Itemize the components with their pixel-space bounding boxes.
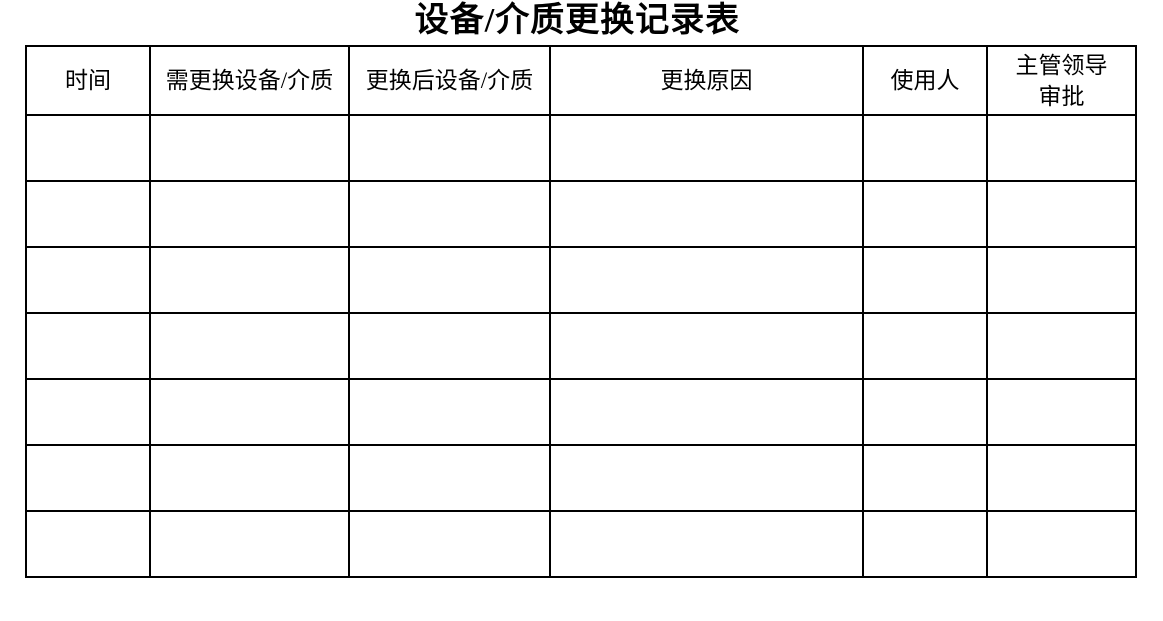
header-cell-supervisor-approval: 主管领导审批 — [986, 45, 1137, 116]
header-cell-device-to-replace: 需更换设备/介质 — [149, 45, 350, 116]
table-cell[interactable] — [348, 444, 551, 512]
header-cell-device-after-replace: 更换后设备/介质 — [348, 45, 551, 116]
table-cell[interactable] — [149, 180, 350, 248]
table-cell[interactable] — [149, 378, 350, 446]
page-title: 设备/介质更换记录表 — [414, 2, 741, 39]
table-cell[interactable] — [862, 114, 988, 182]
table-cell[interactable] — [348, 114, 551, 182]
table-cell[interactable] — [549, 114, 864, 182]
table-cell[interactable] — [348, 312, 551, 380]
table-row — [25, 246, 1137, 314]
table-row — [25, 180, 1137, 248]
table-cell[interactable] — [25, 444, 151, 512]
table-cell[interactable] — [549, 246, 864, 314]
table-cell[interactable] — [149, 444, 350, 512]
table-cell[interactable] — [862, 312, 988, 380]
table-cell[interactable] — [348, 378, 551, 446]
table-cell[interactable] — [549, 312, 864, 380]
header-cell-reason: 更换原因 — [549, 45, 864, 116]
table-cell[interactable] — [986, 246, 1137, 314]
table-cell[interactable] — [149, 312, 350, 380]
table-cell[interactable] — [862, 378, 988, 446]
table-cell[interactable] — [25, 378, 151, 446]
table-cell[interactable] — [348, 180, 551, 248]
header-label-reason: 更换原因 — [660, 68, 753, 93]
header-cell-time: 时间 — [25, 45, 151, 116]
table-cell[interactable] — [149, 510, 350, 578]
table-cell[interactable] — [862, 180, 988, 248]
table-cell[interactable] — [862, 246, 988, 314]
table-cell[interactable] — [862, 510, 988, 578]
record-table: 时间 需更换设备/介质 更换后设备/介质 更换原因 使用人 主管领导审批 — [25, 45, 1137, 578]
table-cell[interactable] — [986, 510, 1137, 578]
table-row — [25, 312, 1137, 380]
header-label-device-after-replace: 更换后设备/介质 — [365, 68, 534, 93]
table-cell[interactable] — [986, 378, 1137, 446]
header-cell-user: 使用人 — [862, 45, 988, 116]
header-row: 时间 需更换设备/介质 更换后设备/介质 更换原因 使用人 主管领导审批 — [25, 45, 1137, 116]
table-cell[interactable] — [25, 510, 151, 578]
header-label-supervisor-approval: 主管领导审批 — [1015, 52, 1108, 109]
table-cell[interactable] — [348, 510, 551, 578]
table-cell[interactable] — [149, 114, 350, 182]
header-label-user: 使用人 — [890, 68, 960, 93]
table-cell[interactable] — [986, 180, 1137, 248]
table-cell[interactable] — [986, 444, 1137, 512]
table-cell[interactable] — [348, 246, 551, 314]
header-label-device-to-replace: 需更换设备/介质 — [165, 68, 334, 93]
table-cell[interactable] — [25, 114, 151, 182]
table-cell[interactable] — [25, 246, 151, 314]
table-row — [25, 444, 1137, 512]
table-cell[interactable] — [549, 444, 864, 512]
table-cell[interactable] — [149, 246, 350, 314]
table-cell[interactable] — [986, 114, 1137, 182]
table-cell[interactable] — [549, 510, 864, 578]
table-row — [25, 510, 1137, 578]
table-row — [25, 114, 1137, 182]
table-cell[interactable] — [549, 378, 864, 446]
table-cell[interactable] — [25, 180, 151, 248]
table-row — [25, 378, 1137, 446]
header-label-time: 时间 — [65, 68, 111, 93]
table-cell[interactable] — [862, 444, 988, 512]
table-body — [25, 114, 1137, 578]
table-cell[interactable] — [549, 180, 864, 248]
table-cell[interactable] — [986, 312, 1137, 380]
table-cell[interactable] — [25, 312, 151, 380]
